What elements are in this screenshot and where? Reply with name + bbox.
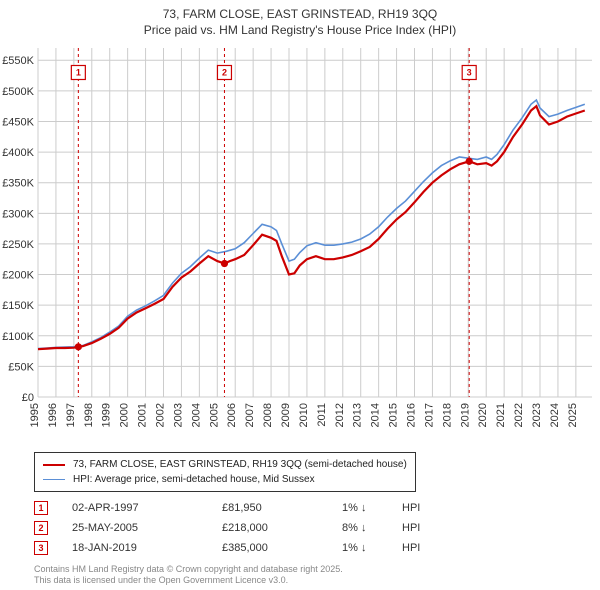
y-axis-label: £250K [2, 239, 34, 251]
transaction-price: £218,000 [222, 522, 342, 534]
y-axis-label: £0 [22, 392, 34, 404]
x-axis-label: 2012 [334, 403, 346, 427]
y-axis-label: £50K [8, 361, 34, 373]
price-chart: £0 £50K £100K £150K £200K £250K £300K £350K £400… [0, 42, 600, 447]
y-axis-label: £500K [2, 86, 34, 98]
title-line-2: Price paid vs. HM Land Registry's House … [0, 22, 600, 38]
attribution-text: Contains HM Land Registry data © Crown c… [34, 564, 343, 587]
x-axis-label: 2007 [244, 403, 256, 427]
series-property [38, 106, 585, 349]
x-axis-label: 2021 [495, 403, 507, 427]
y-axis-label: £100K [2, 331, 34, 343]
x-axis-label: 2011 [316, 403, 328, 427]
x-axis-label: 2024 [549, 403, 561, 427]
x-axis-label: 2017 [423, 403, 435, 427]
title-line-1: 73, FARM CLOSE, EAST GRINSTEAD, RH19 3QQ [0, 6, 600, 22]
x-axis-label: 2003 [172, 403, 184, 427]
x-axis-label: 2016 [406, 403, 418, 427]
transaction-price: £81,950 [222, 502, 342, 514]
sale-marker-dot [221, 260, 228, 267]
transaction-diff: 1% ↓ [342, 502, 402, 514]
y-axis-label: £350K [2, 178, 34, 190]
x-axis-label: 1995 [29, 403, 41, 427]
sale-marker-dot [75, 343, 82, 350]
x-axis-label: 2020 [477, 403, 489, 427]
transaction-marker: 1 [34, 501, 48, 515]
x-axis-label: 2005 [208, 403, 220, 427]
attribution-line-1: Contains HM Land Registry data © Crown c… [34, 564, 343, 575]
x-axis-label: 1997 [65, 403, 77, 427]
x-axis-label: 1998 [83, 403, 95, 427]
transaction-row: 3 18-JAN-2019£385,0001% ↓HPI [34, 538, 420, 558]
chart-title: 73, FARM CLOSE, EAST GRINSTEAD, RH19 3QQ… [0, 0, 600, 38]
x-axis-label: 2025 [567, 403, 579, 427]
legend-swatch [43, 464, 65, 466]
attribution-line-2: This data is licensed under the Open Gov… [34, 575, 343, 586]
transaction-date: 25-MAY-2005 [72, 522, 222, 534]
transactions-table: 102-APR-1997£81,9501% ↓HPI225-MAY-2005£2… [34, 498, 420, 558]
x-axis-label: 2014 [370, 403, 382, 427]
transaction-row: 1 02-APR-1997£81,9501% ↓HPI [34, 498, 420, 518]
transaction-date: 18-JAN-2019 [72, 542, 222, 554]
transaction-diff-label: HPI [402, 542, 420, 554]
x-axis-label: 2023 [531, 403, 543, 427]
sale-marker-dot [466, 158, 473, 165]
legend-swatch [43, 479, 65, 480]
transaction-diff: 1% ↓ [342, 542, 402, 554]
chart-legend: 73, FARM CLOSE, EAST GRINSTEAD, RH19 3QQ… [34, 452, 416, 492]
sale-marker-number: 3 [467, 67, 472, 77]
y-axis-label: £300K [2, 208, 34, 220]
transaction-diff: 8% ↓ [342, 522, 402, 534]
x-axis-label: 2001 [137, 403, 149, 427]
x-axis-label: 2009 [280, 403, 292, 427]
legend-item: HPI: Average price, semi-detached house,… [43, 472, 407, 487]
y-axis-label: £150K [2, 300, 34, 312]
sale-marker-number: 1 [76, 67, 81, 77]
y-axis-label: £200K [2, 270, 34, 282]
x-axis-label: 2010 [298, 403, 310, 427]
x-axis-label: 2006 [226, 403, 238, 427]
chart-svg: £0 £50K £100K £150K £200K £250K £300K £350K £400… [0, 42, 600, 447]
y-axis-label: £450K [2, 116, 34, 128]
x-axis-label: 2000 [119, 403, 131, 427]
transaction-marker: 3 [34, 541, 48, 555]
transaction-row: 2 25-MAY-2005£218,0008% ↓HPI [34, 518, 420, 538]
y-axis-label: £400K [2, 147, 34, 159]
transaction-marker: 2 [34, 521, 48, 535]
x-axis-label: 1999 [101, 403, 113, 427]
x-axis-label: 2008 [262, 403, 274, 427]
sale-marker-number: 2 [222, 67, 227, 77]
x-axis-label: 2018 [441, 403, 453, 427]
transaction-diff-label: HPI [402, 502, 420, 514]
transaction-price: £385,000 [222, 542, 342, 554]
transaction-date: 02-APR-1997 [72, 502, 222, 514]
x-axis-label: 2019 [459, 403, 471, 427]
x-axis-label: 1996 [47, 403, 59, 427]
series-hpi [38, 100, 585, 349]
x-axis-label: 2002 [155, 403, 167, 427]
x-axis-label: 2013 [352, 403, 364, 427]
x-axis-label: 2004 [190, 403, 202, 427]
x-axis-label: 2015 [388, 403, 400, 427]
legend-label: 73, FARM CLOSE, EAST GRINSTEAD, RH19 3QQ… [73, 457, 407, 472]
transaction-diff-label: HPI [402, 522, 420, 534]
legend-label: HPI: Average price, semi-detached house,… [73, 472, 315, 487]
legend-item: 73, FARM CLOSE, EAST GRINSTEAD, RH19 3QQ… [43, 457, 407, 472]
y-axis-label: £550K [2, 55, 34, 67]
x-axis-label: 2022 [513, 403, 525, 427]
